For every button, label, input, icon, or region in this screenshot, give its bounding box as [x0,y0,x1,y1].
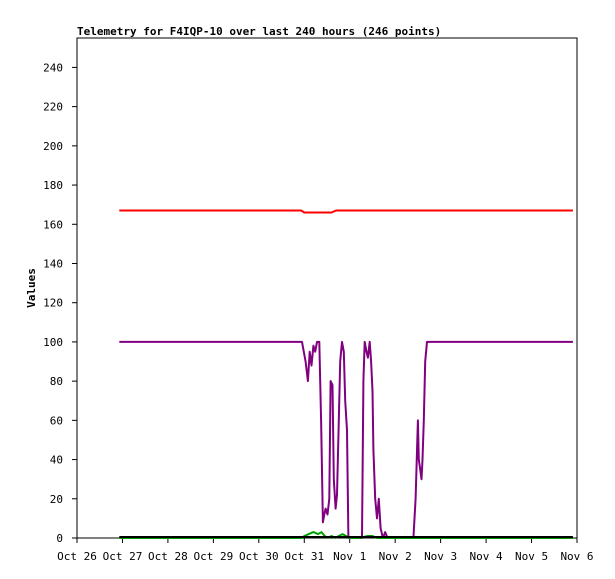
y-tick-label: 220 [43,101,63,114]
y-axis: 0 20 40 60 80 100 120 140 160 180 200 220 240 [43,61,77,545]
x-tick-label: Oct 26 [57,550,97,563]
x-tick-label: Nov 5 [515,550,548,563]
y-tick-label: 180 [43,179,63,192]
series-line-2 [119,340,573,539]
x-tick-label: Nov 3 [424,550,457,563]
y-tick-label: 140 [43,257,63,270]
y-tick-label: 100 [43,336,63,349]
y-tick-label: 240 [43,61,63,74]
y-tick-label: 160 [43,218,63,231]
y-tick-label: 200 [43,140,63,153]
plot-area-frame [76,37,578,539]
y-tick-label: 40 [50,454,63,467]
x-tick-label: Oct 27 [103,550,143,563]
x-tick-label: Nov 6 [560,550,593,563]
series-line-1 [119,209,573,214]
x-tick-label: Oct 29 [193,550,233,563]
x-axis: Oct 26 Oct 27 Oct 28 Oct 29 Oct 30 Oct 31 Nov … [57,538,594,563]
series-layer [119,209,573,539]
y-axis-label: Values [25,268,38,308]
x-tick-label: Oct 28 [148,550,188,563]
y-tick-label: 60 [50,414,63,427]
y-tick-label: 120 [43,297,63,310]
chart-title: Telemetry for F4IQP-10 over last 240 hou… [77,25,441,38]
y-tick-label: 20 [50,493,63,506]
x-tick-label: Oct 30 [239,550,279,563]
y-tick-label: 80 [50,375,63,388]
x-tick-label: Oct 31 [284,550,324,563]
x-tick-label: Nov 4 [470,550,503,563]
y-tick-label: 0 [56,532,63,545]
x-tick-label: Nov 2 [379,550,412,563]
x-tick-label: Nov 1 [333,550,366,563]
